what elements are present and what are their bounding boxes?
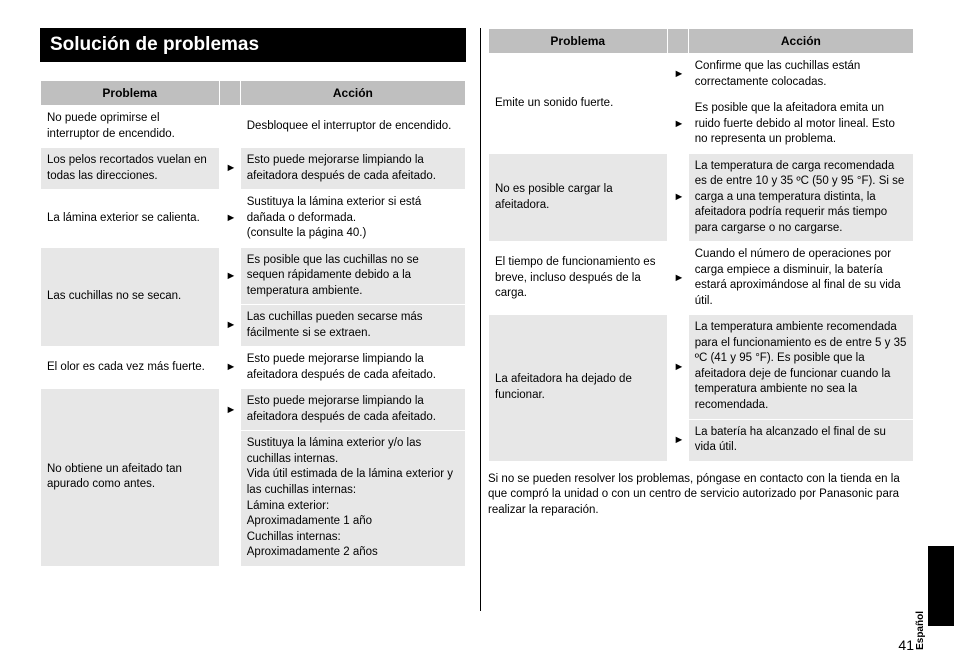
action-cell: Cuando el número de operaciones por carg… (688, 242, 913, 315)
footer-note: Si no se pueden resolver los problemas, … (488, 472, 914, 519)
problem-cell: Emite un sonido fuerte. (489, 54, 668, 154)
arrow-icon: ► (667, 96, 688, 154)
problem-cell: El olor es cada vez más fuerte. (41, 347, 220, 389)
arrow-icon: ► (219, 389, 240, 431)
troubleshoot-table-right: Problema Acción Emite un sonido fuerte.►… (488, 28, 914, 462)
left-column: Solución de problemas Problema Acción No… (40, 28, 466, 651)
col-header-problema: Problema (489, 29, 668, 54)
col-header-problema: Problema (41, 81, 220, 106)
action-cell: Esto puede mejorarse limpiando la afeita… (240, 148, 465, 190)
problem-cell: Las cuchillas no se secan. (41, 247, 220, 347)
action-cell: Esto puede mejorarse limpiando la afeita… (240, 347, 465, 389)
action-cell: Sustituya la lámina exterior si está dañ… (240, 190, 465, 248)
problem-cell: No obtiene un afeitado tan apurado como … (41, 389, 220, 566)
arrow-icon (219, 431, 240, 566)
col-header-spacer (219, 81, 240, 106)
arrow-icon: ► (219, 190, 240, 248)
action-cell: Desbloquee el interruptor de encendido. (240, 106, 465, 148)
arrow-icon: ► (667, 419, 688, 461)
problem-cell: La afeitadora ha dejado de funcionar. (489, 315, 668, 461)
right-column: Problema Acción Emite un sonido fuerte.►… (488, 28, 914, 651)
action-cell: Es posible que la afeitadora emita un ru… (688, 96, 913, 154)
problem-cell: No es posible cargar la afeitadora. (489, 153, 668, 242)
arrow-icon (219, 106, 240, 148)
col-header-accion: Acción (688, 29, 913, 54)
section-heading: Solución de problemas (40, 28, 466, 62)
page-content: Solución de problemas Problema Acción No… (0, 0, 954, 671)
action-cell: Sustituya la lámina exterior y/o las cuc… (240, 431, 465, 566)
language-label: Español (915, 611, 926, 650)
arrow-icon: ► (667, 153, 688, 242)
action-cell: La temperatura de carga recomendada es d… (688, 153, 913, 242)
arrow-icon: ► (219, 148, 240, 190)
arrow-icon: ► (219, 305, 240, 347)
problem-cell: Los pelos recortados vuelan en todas las… (41, 148, 220, 190)
problem-cell: No puede oprimirse el interruptor de enc… (41, 106, 220, 148)
col-header-accion: Acción (240, 81, 465, 106)
action-cell: Las cuchillas pueden secarse más fácilme… (240, 305, 465, 347)
action-cell: Es posible que las cuchillas no se seque… (240, 247, 465, 305)
language-tab (928, 546, 954, 626)
arrow-icon: ► (667, 54, 688, 96)
arrow-icon: ► (667, 242, 688, 315)
arrow-icon: ► (219, 347, 240, 389)
column-divider (480, 28, 481, 611)
troubleshoot-table-left: Problema Acción No puede oprimirse el in… (40, 80, 466, 567)
problem-cell: La lámina exterior se calienta. (41, 190, 220, 248)
arrow-icon: ► (667, 315, 688, 419)
problem-cell: El tiempo de funcionamiento es breve, in… (489, 242, 668, 315)
arrow-icon: ► (219, 247, 240, 305)
action-cell: Esto puede mejorarse limpiando la afeita… (240, 389, 465, 431)
col-header-spacer (667, 29, 688, 54)
action-cell: La temperatura ambiente recomendada para… (688, 315, 913, 419)
action-cell: Confirme que las cuchillas están correct… (688, 54, 913, 96)
page-number: 41 (898, 637, 914, 653)
action-cell: La batería ha alcanzado el final de su v… (688, 419, 913, 461)
